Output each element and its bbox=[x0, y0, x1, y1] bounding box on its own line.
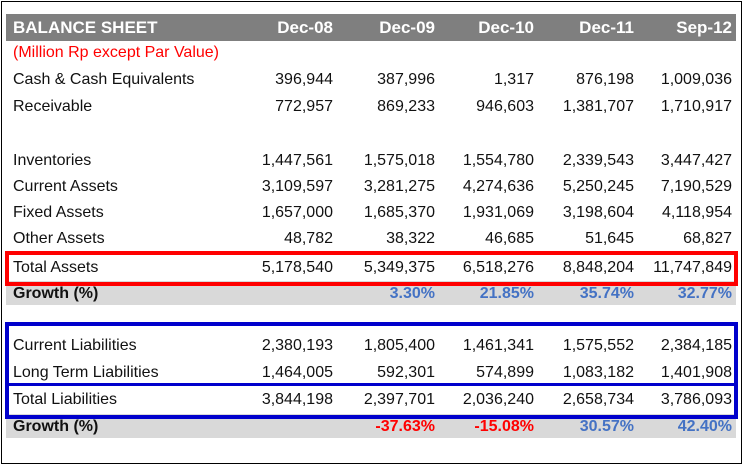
growth-value: -37.63% bbox=[375, 418, 435, 435]
cell-value: 1,554,780 bbox=[462, 152, 534, 169]
cell-value: 1,575,018 bbox=[363, 152, 435, 169]
total-assets-row: Total Assets 5,178,540 5,349,375 6,518,2… bbox=[6, 255, 736, 281]
growth-value: 21.85% bbox=[479, 285, 534, 302]
cell-value: 6,518,276 bbox=[462, 259, 534, 276]
growth-value: 35.74% bbox=[579, 285, 634, 302]
cell-value: 46,685 bbox=[485, 230, 534, 247]
table-row: Long Term Liabilities 1,464,005 592,301 … bbox=[6, 360, 736, 386]
row-label: Growth (%) bbox=[13, 285, 99, 302]
cell-value: 4,118,954 bbox=[662, 204, 732, 221]
cell-value: 68,827 bbox=[683, 230, 732, 247]
row-label: Fixed Assets bbox=[13, 204, 104, 221]
cell-value: 574,899 bbox=[476, 364, 534, 381]
table-row: Inventories 1,447,561 1,575,018 1,554,78… bbox=[6, 148, 736, 174]
cell-value: 2,397,701 bbox=[363, 391, 435, 408]
liabilities-highlight-box bbox=[5, 322, 738, 419]
cell-value: 3,281,275 bbox=[363, 178, 435, 195]
table-title: BALANCE SHEET bbox=[13, 18, 158, 37]
cell-value: 387,996 bbox=[377, 71, 435, 88]
cell-value: 592,301 bbox=[377, 364, 435, 381]
cell-value: 7,190,529 bbox=[660, 178, 732, 195]
cell-value: 772,957 bbox=[275, 98, 333, 115]
table-row: Other Assets 48,782 38,322 46,685 51,645… bbox=[6, 226, 736, 252]
cell-value: 1,401,908 bbox=[660, 364, 732, 381]
growth-value: 30.57% bbox=[579, 418, 634, 435]
cell-value: 1,083,182 bbox=[562, 364, 634, 381]
cell-value: 3,198,604 bbox=[562, 204, 634, 221]
cell-value: 2,339,543 bbox=[562, 152, 634, 169]
column-header: Dec-08 bbox=[277, 18, 333, 37]
cell-value: 876,198 bbox=[576, 71, 634, 88]
cell-value: 1,317 bbox=[493, 71, 534, 88]
units-note: (Million Rp except Par Value) bbox=[6, 40, 736, 66]
cell-value: 1,657,000 bbox=[261, 204, 333, 221]
cell-value: 48,782 bbox=[284, 230, 333, 247]
cell-value: 1,464,005 bbox=[261, 364, 333, 381]
row-label: Current Assets bbox=[13, 178, 118, 195]
cell-value: 2,658,734 bbox=[562, 391, 634, 408]
row-label: Cash & Cash Equivalents bbox=[13, 71, 195, 88]
cell-value: 5,250,245 bbox=[562, 178, 634, 195]
growth-value: 3.30% bbox=[389, 285, 435, 302]
growth-value: 32.77% bbox=[677, 285, 732, 302]
table-row: Cash & Cash Equivalents 396,944 387,996 … bbox=[6, 67, 736, 93]
units-note-text: (Million Rp except Par Value) bbox=[13, 44, 220, 61]
liabilities-divider-line bbox=[9, 383, 734, 386]
cell-value: 1,805,400 bbox=[363, 337, 435, 354]
cell-value: 3,109,597 bbox=[261, 178, 333, 195]
cell-value: 1,461,341 bbox=[462, 337, 534, 354]
cell-value: 1,710,917 bbox=[660, 98, 732, 115]
column-header: Dec-10 bbox=[478, 18, 534, 37]
growth-value: 42.40% bbox=[677, 418, 732, 435]
table-row: Receivable 772,957 869,233 946,603 1,381… bbox=[6, 94, 736, 120]
row-label: Inventories bbox=[13, 152, 92, 169]
cell-value: 38,322 bbox=[386, 230, 435, 247]
cell-value: 3,786,093 bbox=[660, 391, 732, 408]
table-header: BALANCE SHEET Dec-08 Dec-09 Dec-10 Dec-1… bbox=[6, 14, 736, 41]
cell-value: 3,844,198 bbox=[261, 391, 333, 408]
row-label: Other Assets bbox=[13, 230, 105, 247]
cell-value: 396,944 bbox=[275, 71, 333, 88]
column-header: Sep-12 bbox=[676, 18, 732, 37]
cell-value: 5,178,540 bbox=[261, 259, 333, 276]
row-label: Long Term Liabilities bbox=[13, 364, 159, 381]
cell-value: 869,233 bbox=[377, 98, 435, 115]
row-label: Receivable bbox=[13, 98, 93, 115]
row-label: Total Assets bbox=[13, 259, 99, 276]
row-label: Current Liabilities bbox=[13, 337, 137, 354]
row-label: Total Liabilities bbox=[13, 391, 118, 408]
cell-value: 1,575,552 bbox=[562, 337, 634, 354]
cell-value: 1,009,036 bbox=[660, 71, 732, 88]
cell-value: 5,349,375 bbox=[363, 259, 435, 276]
cell-value: 1,381,707 bbox=[562, 98, 634, 115]
table-row: Current Liabilities 2,380,193 1,805,400 … bbox=[6, 333, 736, 359]
cell-value: 1,685,370 bbox=[363, 204, 435, 221]
total-liabilities-row: Total Liabilities 3,844,198 2,397,701 2,… bbox=[6, 387, 736, 413]
cell-value: 8,848,204 bbox=[562, 259, 634, 276]
table-row: Current Assets 3,109,597 3,281,275 4,274… bbox=[6, 174, 736, 200]
cell-value: 1,447,561 bbox=[261, 152, 333, 169]
cell-value: 2,036,240 bbox=[462, 391, 534, 408]
total-assets-highlight-box bbox=[5, 251, 738, 286]
cell-value: 1,931,069 bbox=[462, 204, 534, 221]
cell-value: 2,380,193 bbox=[261, 337, 333, 354]
column-header: Dec-09 bbox=[379, 18, 435, 37]
cell-value: 2,384,185 bbox=[660, 337, 732, 354]
table-row: Fixed Assets 1,657,000 1,685,370 1,931,0… bbox=[6, 200, 736, 226]
cell-value: 3,447,427 bbox=[660, 152, 732, 169]
column-header: Dec-11 bbox=[579, 18, 634, 37]
cell-value: 51,645 bbox=[585, 230, 634, 247]
growth-value: -15.08% bbox=[474, 418, 534, 435]
cell-value: 946,603 bbox=[476, 98, 534, 115]
cell-value: 4,274,636 bbox=[462, 178, 534, 195]
row-label: Growth (%) bbox=[13, 418, 99, 435]
cell-value: 11,747,849 bbox=[653, 259, 732, 276]
